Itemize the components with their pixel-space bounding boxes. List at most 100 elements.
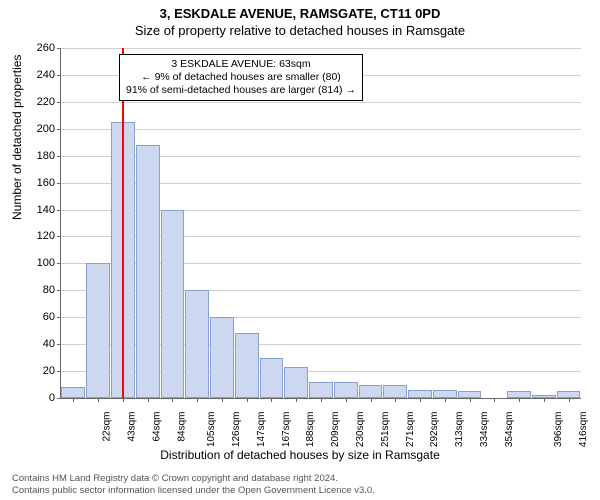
xtick-label: 105sqm	[207, 412, 218, 448]
xtick-mark	[371, 398, 372, 402]
bar	[458, 391, 482, 398]
bar	[260, 358, 284, 398]
bar	[210, 317, 234, 398]
chart-title: 3, ESKDALE AVENUE, RAMSGATE, CT11 0PD	[0, 0, 600, 21]
ytick-mark	[57, 371, 61, 372]
bar	[284, 367, 308, 398]
xtick-label: 416sqm	[578, 412, 589, 448]
xtick-mark	[544, 398, 545, 402]
gridline	[61, 129, 581, 130]
ytick-mark	[57, 263, 61, 264]
xtick-mark	[420, 398, 421, 402]
bar	[161, 210, 185, 398]
xtick-mark	[296, 398, 297, 402]
xtick-mark	[271, 398, 272, 402]
xtick-label: 292sqm	[429, 412, 440, 448]
chart-container: 3, ESKDALE AVENUE, RAMSGATE, CT11 0PD Si…	[0, 0, 600, 500]
y-axis-label: Number of detached properties	[10, 55, 24, 220]
xtick-mark	[222, 398, 223, 402]
xtick-label: 64sqm	[151, 412, 162, 442]
xtick-label: 167sqm	[281, 412, 292, 448]
annotation-line-2: ← 9% of detached houses are smaller (80)	[126, 71, 356, 84]
ytick-mark	[57, 210, 61, 211]
xtick-label: 354sqm	[504, 412, 515, 448]
ytick-mark	[57, 156, 61, 157]
bar	[334, 382, 358, 398]
gridline	[61, 48, 581, 49]
ytick-mark	[57, 344, 61, 345]
chart-subtitle: Size of property relative to detached ho…	[0, 21, 600, 38]
plot-region: 02040608010012014016018020022024026022sq…	[60, 48, 581, 399]
ytick-mark	[57, 129, 61, 130]
gridline	[61, 102, 581, 103]
bar	[557, 391, 581, 398]
xtick-mark	[172, 398, 173, 402]
xtick-mark	[445, 398, 446, 402]
bar	[235, 333, 259, 398]
footer-line-2: Contains public sector information licen…	[12, 485, 375, 496]
ytick-mark	[57, 102, 61, 103]
ytick-mark	[57, 236, 61, 237]
xtick-mark	[73, 398, 74, 402]
x-axis-label: Distribution of detached houses by size …	[0, 448, 600, 462]
ytick-label: 20	[25, 365, 55, 377]
xtick-mark	[148, 398, 149, 402]
xtick-mark	[569, 398, 570, 402]
xtick-mark	[247, 398, 248, 402]
ytick-label: 80	[25, 284, 55, 296]
ytick-label: 260	[25, 42, 55, 54]
annotation-box: 3 ESKDALE AVENUE: 63sqm← 9% of detached …	[119, 54, 363, 101]
ytick-label: 120	[25, 230, 55, 242]
xtick-label: 251sqm	[380, 412, 391, 448]
annotation-line-3: 91% of semi-detached houses are larger (…	[126, 84, 356, 97]
bar	[185, 290, 209, 398]
chart-area: 02040608010012014016018020022024026022sq…	[60, 48, 580, 398]
ytick-label: 60	[25, 311, 55, 323]
xtick-label: 22sqm	[102, 412, 113, 442]
bar	[136, 145, 160, 398]
bar	[359, 385, 383, 398]
ytick-mark	[57, 48, 61, 49]
ytick-mark	[57, 183, 61, 184]
xtick-mark	[197, 398, 198, 402]
ytick-label: 160	[25, 177, 55, 189]
xtick-label: 396sqm	[553, 412, 564, 448]
ytick-label: 200	[25, 123, 55, 135]
ytick-mark	[57, 75, 61, 76]
xtick-mark	[519, 398, 520, 402]
xtick-mark	[395, 398, 396, 402]
xtick-label: 188sqm	[306, 412, 317, 448]
xtick-label: 209sqm	[330, 412, 341, 448]
ytick-label: 240	[25, 69, 55, 81]
ytick-mark	[57, 290, 61, 291]
bar	[61, 387, 85, 398]
xtick-mark	[494, 398, 495, 402]
xtick-label: 334sqm	[479, 412, 490, 448]
ytick-label: 140	[25, 204, 55, 216]
xtick-label: 147sqm	[256, 412, 267, 448]
ytick-label: 40	[25, 338, 55, 350]
xtick-label: 271sqm	[405, 412, 416, 448]
bar	[408, 390, 432, 398]
ytick-mark	[57, 398, 61, 399]
bar	[86, 263, 110, 398]
xtick-label: 84sqm	[176, 412, 187, 442]
xtick-mark	[123, 398, 124, 402]
xtick-mark	[346, 398, 347, 402]
ytick-label: 0	[25, 392, 55, 404]
bar	[309, 382, 333, 398]
ytick-label: 220	[25, 96, 55, 108]
xtick-mark	[321, 398, 322, 402]
xtick-mark	[98, 398, 99, 402]
xtick-mark	[470, 398, 471, 402]
footer-line-1: Contains HM Land Registry data © Crown c…	[12, 473, 375, 484]
xtick-label: 313sqm	[454, 412, 465, 448]
ytick-label: 180	[25, 150, 55, 162]
ytick-label: 100	[25, 257, 55, 269]
bar	[383, 385, 407, 398]
xtick-label: 126sqm	[231, 412, 242, 448]
ytick-mark	[57, 317, 61, 318]
footer: Contains HM Land Registry data © Crown c…	[12, 473, 375, 496]
bar	[507, 391, 531, 398]
xtick-label: 43sqm	[127, 412, 138, 442]
